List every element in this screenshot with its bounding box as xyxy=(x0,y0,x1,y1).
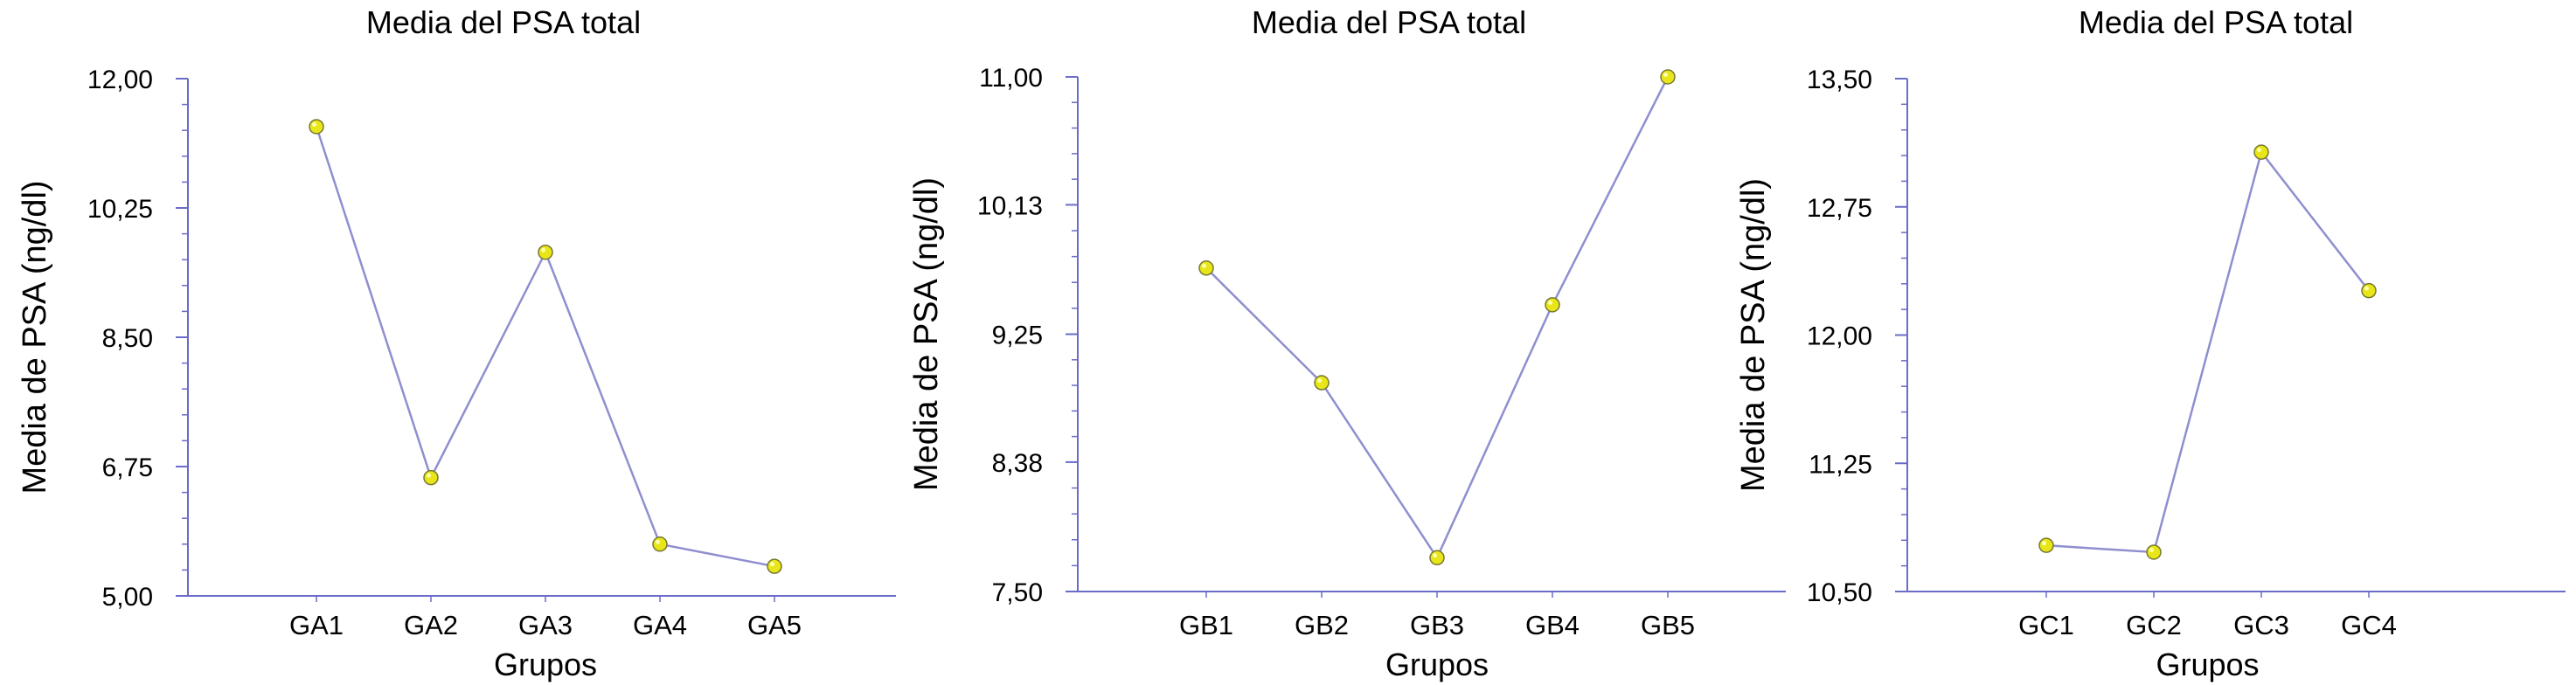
y-tick-label: 8,38 xyxy=(992,449,1043,478)
x-axis-label: Grupos xyxy=(494,647,597,682)
y-tick-label: 10,50 xyxy=(1807,578,1872,607)
data-point xyxy=(538,244,553,260)
chart-panel-2: Media del PSA total Media de PSA (ng/dl) G… xyxy=(908,4,1786,682)
chart-panel-1: Media del PSA total Media de PSA (ng/dl) G… xyxy=(17,4,896,682)
y-tick-label: 13,50 xyxy=(1807,66,1872,94)
data-point xyxy=(2253,144,2269,160)
y-tick-label: 12,00 xyxy=(87,66,153,94)
chart-title: Media del PSA total xyxy=(2079,4,2353,40)
x-tick-label: GC2 xyxy=(2126,610,2182,640)
data-point xyxy=(1660,69,1676,85)
y-tick-label: 6,75 xyxy=(102,453,153,482)
data-point xyxy=(1429,550,1445,566)
data-point xyxy=(423,469,439,486)
y-tick-label: 5,00 xyxy=(102,583,153,612)
x-tick-label: GB1 xyxy=(1179,610,1233,640)
data-point xyxy=(2361,282,2377,299)
data-point-highlight xyxy=(770,562,774,567)
y-tick-label: 12,75 xyxy=(1807,194,1872,223)
data-point xyxy=(309,119,324,135)
y-tick-label: 10,13 xyxy=(977,191,1043,220)
data-point-highlight xyxy=(2042,541,2046,546)
data-point-highlight xyxy=(541,247,545,253)
y-tick-label: 12,00 xyxy=(1807,322,1872,351)
y-tick-label: 8,50 xyxy=(102,324,153,353)
data-point-highlight xyxy=(2257,148,2261,153)
x-tick-label: GB4 xyxy=(1525,610,1580,640)
data-point-highlight xyxy=(1433,553,1437,558)
x-tick-label: GA1 xyxy=(289,610,344,640)
chart-title: Media del PSA total xyxy=(366,4,641,40)
x-tick-label: GA3 xyxy=(518,610,573,640)
y-tick-label: 9,25 xyxy=(992,322,1043,350)
y-axis-label: Media de PSA (ng/dl) xyxy=(908,177,945,491)
series-line xyxy=(315,126,775,568)
data-point xyxy=(2146,544,2162,560)
x-tick-label: GA2 xyxy=(404,610,458,640)
data-point xyxy=(767,558,782,574)
x-tick-label: GA4 xyxy=(633,610,687,640)
chart-title: Media del PSA total xyxy=(1252,4,1526,40)
series-line xyxy=(1205,76,1670,560)
data-point xyxy=(1545,297,1560,313)
x-tick-label: GA5 xyxy=(747,610,802,640)
y-axis-label: Media de PSA (ng/dl) xyxy=(17,180,53,494)
data-point-highlight xyxy=(427,473,431,478)
data-point-highlight xyxy=(2364,286,2369,291)
data-point-highlight xyxy=(1202,263,1206,268)
x-tick-label: GC3 xyxy=(2233,610,2289,640)
y-tick-label: 11,00 xyxy=(979,64,1043,93)
x-axis-label: Grupos xyxy=(2156,647,2259,682)
x-tick-label: GC4 xyxy=(2341,610,2397,640)
series-line xyxy=(2045,149,2370,554)
data-point-highlight xyxy=(1548,300,1552,305)
x-tick-label: GB2 xyxy=(1295,610,1349,640)
data-point-highlight xyxy=(2149,547,2154,552)
data-point xyxy=(1314,375,1330,391)
y-tick-label: 11,25 xyxy=(1809,450,1872,479)
data-point-highlight xyxy=(1663,73,1668,77)
data-point xyxy=(652,536,668,552)
data-point-highlight xyxy=(656,539,660,544)
x-tick-label: GB5 xyxy=(1641,610,1695,640)
chart-panel-3: Media del PSA total Media de PSA (ng/dl) G… xyxy=(1735,4,2566,682)
data-point-highlight xyxy=(312,121,316,127)
data-point-highlight xyxy=(1317,378,1322,384)
x-tick-label: GC1 xyxy=(2018,610,2074,640)
x-tick-label: GB3 xyxy=(1410,610,1464,640)
y-tick-label: 7,50 xyxy=(992,578,1043,607)
data-point xyxy=(1198,260,1214,276)
y-tick-label: 10,25 xyxy=(87,195,153,224)
y-axis-label: Media de PSA (ng/dl) xyxy=(1735,178,1772,492)
data-point xyxy=(2038,537,2054,553)
x-axis-label: Grupos xyxy=(1385,647,1489,682)
